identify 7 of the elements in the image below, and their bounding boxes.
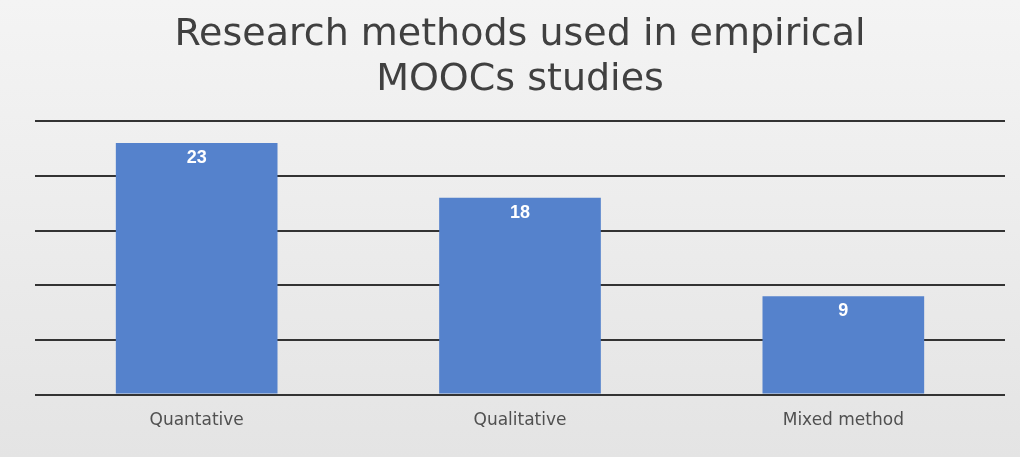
x-tick-label: Quantative (149, 409, 244, 430)
x-tick-label: Mixed method (782, 409, 904, 430)
chart-title: Research methods used in empirical MOOCs studies (174, 9, 866, 100)
data-label: 18 (509, 201, 531, 222)
data-label: 9 (838, 300, 849, 321)
x-tick-label: Qualitative (473, 409, 567, 430)
data-label: 23 (186, 147, 207, 168)
